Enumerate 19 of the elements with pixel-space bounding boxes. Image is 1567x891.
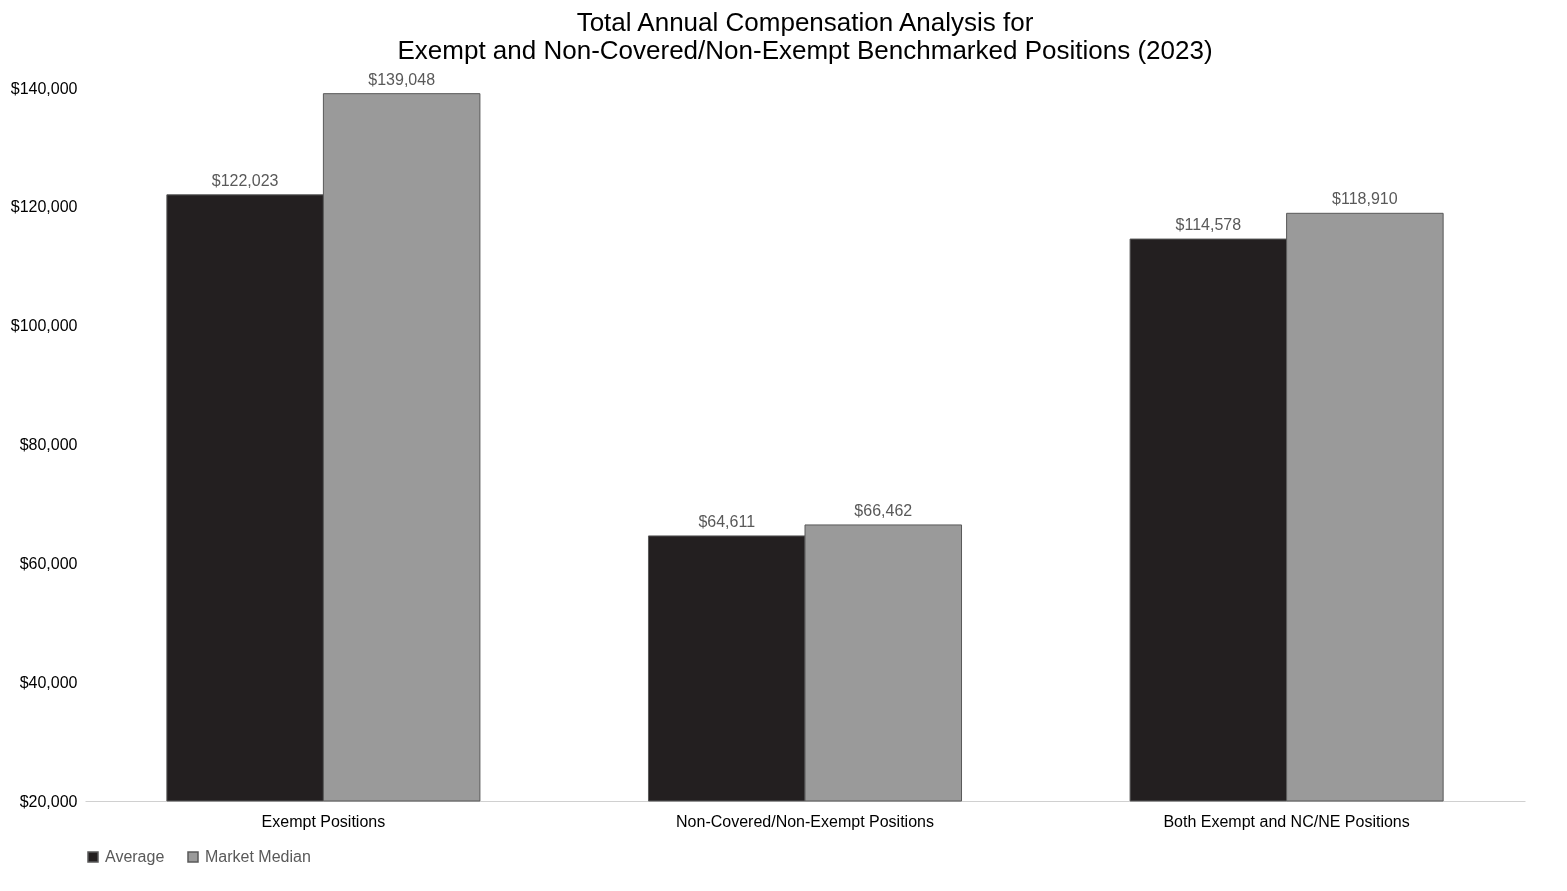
data-label: $139,048 xyxy=(368,70,436,88)
y-tick-label: $120,000 xyxy=(10,198,78,216)
x-tick-label: Exempt Positions xyxy=(261,812,386,830)
y-tick-label: $60,000 xyxy=(19,554,78,572)
y-tick-label: $40,000 xyxy=(19,673,78,691)
y-tick-label: $140,000 xyxy=(10,79,78,97)
data-label: $114,578 xyxy=(1175,216,1242,234)
legend-label: Average xyxy=(105,848,165,865)
legend-label: Market Median xyxy=(205,848,311,865)
chart-title: Total Annual Compensation Analysis for Exempt and Non-Covered/Non-Exempt Benchmarked Positions (2023) xyxy=(397,6,1213,65)
x-tick-label: Non-Covered/Non-Exempt Positions xyxy=(676,812,934,830)
y-tick-label: $100,000 xyxy=(10,317,78,335)
data-label: $66,462 xyxy=(854,501,913,519)
data-label: $118,910 xyxy=(1332,190,1398,208)
y-tick-label: $80,000 xyxy=(19,436,78,453)
x-tick-label: Both Exempt and NC/NE Positions xyxy=(1163,812,1410,830)
y-tick-label: $20,000 xyxy=(19,792,78,810)
data-label: $64,611 xyxy=(698,512,756,530)
data-label: $122,023 xyxy=(211,171,279,189)
